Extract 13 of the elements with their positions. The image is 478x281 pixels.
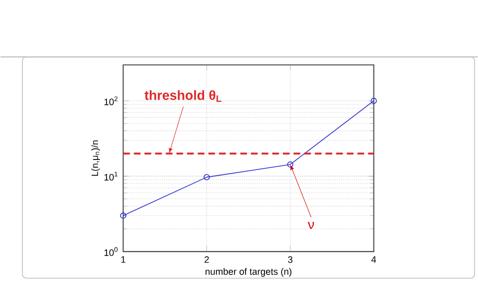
y-axis-title: L(n,μ$_{n}$)/n: [91, 140, 100, 176]
text: threshold θ$_{L}$: [144, 90, 222, 102]
x-tick-label: 1: [121, 256, 126, 263]
annotation: ν: [308, 222, 314, 229]
x-tick-label: 3: [288, 256, 292, 263]
x-tick-label: 2: [204, 256, 209, 263]
x-axis-title: number of targets (n): [206, 268, 292, 277]
y-tick-label: 10$^{0}$: [104, 247, 118, 256]
y-tick-label: 10$^{1}$: [104, 172, 118, 180]
point: [204, 174, 210, 180]
x-tick-label: 4: [371, 256, 376, 263]
y-tick-label: 10$^{2}$: [104, 96, 118, 106]
point: [287, 161, 294, 168]
